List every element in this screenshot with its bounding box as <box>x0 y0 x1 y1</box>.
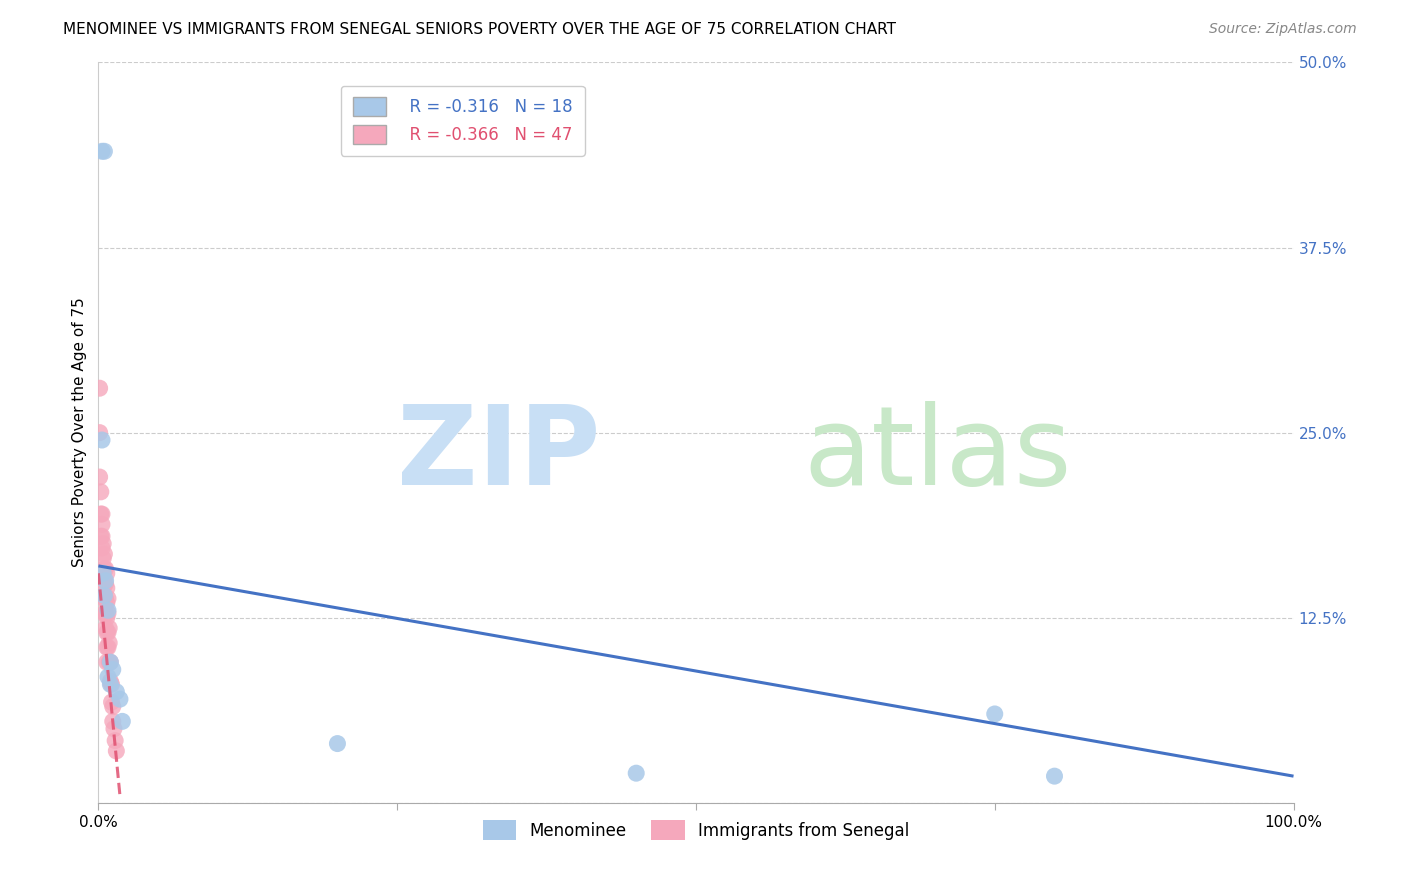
Point <box>96 566 118 581</box>
Point <box>97 591 120 606</box>
Point <box>93 145 115 159</box>
Point <box>101 699 124 714</box>
Point <box>91 517 114 532</box>
Point <box>101 714 124 729</box>
Point <box>626 766 648 780</box>
Point <box>93 591 115 606</box>
Point <box>105 744 128 758</box>
Point <box>98 655 121 669</box>
Point <box>97 625 120 640</box>
Point <box>103 722 125 736</box>
Point <box>91 566 114 581</box>
Point <box>91 529 114 543</box>
Point <box>96 581 118 595</box>
Y-axis label: Seniors Poverty Over the Age of 75: Seniors Poverty Over the Age of 75 <box>72 298 87 567</box>
Point <box>94 607 117 621</box>
Point <box>91 551 114 566</box>
Point <box>100 695 122 709</box>
Point <box>93 589 115 603</box>
Point <box>94 576 117 591</box>
Point <box>94 591 117 606</box>
Point <box>91 145 114 159</box>
Point <box>91 566 114 581</box>
Point <box>94 574 117 588</box>
Point <box>93 576 115 591</box>
Point <box>111 714 134 729</box>
Point <box>97 603 120 617</box>
Point <box>90 529 112 543</box>
Point <box>100 677 122 691</box>
Point <box>89 425 111 440</box>
Point <box>97 670 120 684</box>
Point <box>89 381 111 395</box>
Point <box>326 737 349 751</box>
Point <box>96 625 118 640</box>
Point <box>98 636 121 650</box>
Point <box>1043 769 1066 783</box>
Point <box>97 607 120 621</box>
Point <box>91 581 114 595</box>
Point <box>98 677 122 691</box>
Point <box>98 674 122 689</box>
Text: ZIP: ZIP <box>396 401 600 508</box>
Point <box>91 536 114 550</box>
Point <box>104 733 127 747</box>
Point <box>984 706 1007 721</box>
Point <box>105 685 128 699</box>
Point <box>96 610 118 624</box>
Point <box>94 621 117 635</box>
Text: Source: ZipAtlas.com: Source: ZipAtlas.com <box>1209 22 1357 37</box>
Point <box>89 470 111 484</box>
Point <box>108 692 131 706</box>
Point <box>96 655 118 669</box>
Point <box>91 507 114 521</box>
Point <box>96 640 118 655</box>
Point <box>93 607 115 621</box>
Point <box>91 433 114 447</box>
Legend: Menominee, Immigrants from Senegal: Menominee, Immigrants from Senegal <box>477 814 915 847</box>
Point <box>93 547 115 561</box>
Point <box>98 655 122 669</box>
Point <box>90 484 112 499</box>
Point <box>94 562 117 576</box>
Text: MENOMINEE VS IMMIGRANTS FROM SENEGAL SENIORS POVERTY OVER THE AGE OF 75 CORRELAT: MENOMINEE VS IMMIGRANTS FROM SENEGAL SEN… <box>63 22 896 37</box>
Point <box>98 621 121 635</box>
Point <box>97 640 120 655</box>
Point <box>90 507 112 521</box>
Point <box>91 541 114 555</box>
Point <box>98 655 122 669</box>
Point <box>101 663 124 677</box>
Text: atlas: atlas <box>804 401 1071 508</box>
Point <box>93 562 115 576</box>
Point <box>96 596 118 610</box>
